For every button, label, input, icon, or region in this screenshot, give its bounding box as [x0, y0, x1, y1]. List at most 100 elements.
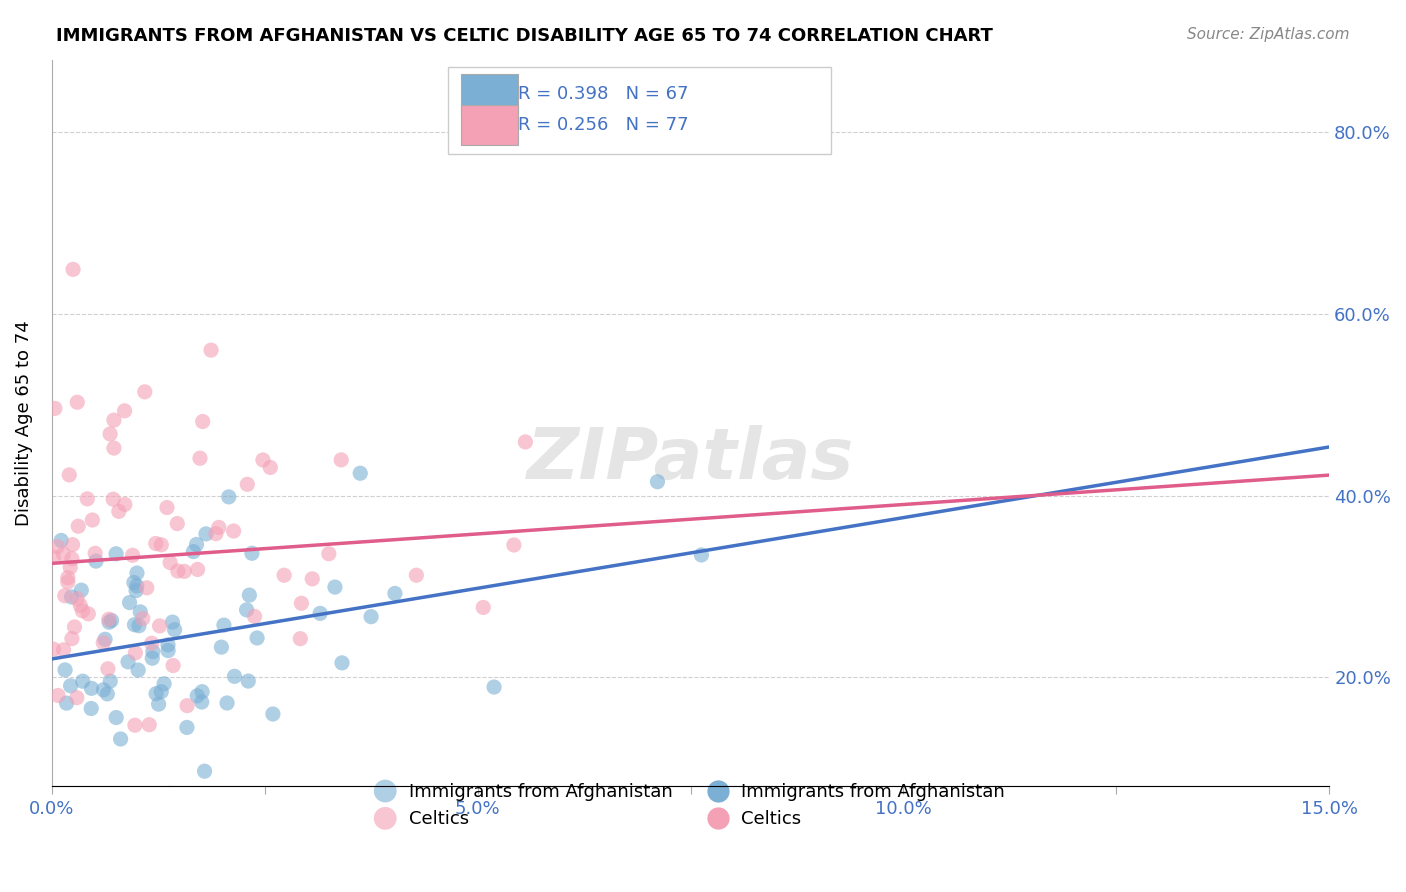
Immigrants from Afghanistan	[163, 623, 186, 637]
Celtics	[114, 404, 136, 418]
Celtics	[103, 492, 125, 507]
Immigrants from Afghanistan	[647, 475, 669, 489]
Celtics	[42, 549, 65, 564]
Immigrants from Afghanistan	[194, 764, 217, 779]
Celtics	[98, 427, 121, 442]
Celtics	[46, 689, 69, 703]
Immigrants from Afghanistan	[156, 638, 179, 652]
Celtics	[103, 413, 125, 427]
Immigrants from Afghanistan	[482, 680, 505, 694]
Immigrants from Afghanistan	[72, 674, 94, 689]
Celtics	[44, 401, 66, 416]
Immigrants from Afghanistan	[246, 631, 269, 645]
Celtics	[330, 453, 353, 467]
Immigrants from Afghanistan	[142, 644, 165, 658]
Celtics	[145, 536, 167, 550]
Celtics	[176, 698, 198, 713]
Celtics	[290, 596, 312, 610]
Celtics	[252, 453, 274, 467]
Celtics	[60, 551, 83, 566]
Immigrants from Afghanistan	[212, 618, 235, 632]
Celtics	[77, 607, 100, 621]
Immigrants from Afghanistan	[70, 583, 93, 598]
Immigrants from Afghanistan	[238, 674, 260, 689]
Immigrants from Afghanistan	[330, 656, 353, 670]
Celtics	[187, 562, 209, 576]
Immigrants from Afghanistan	[141, 651, 163, 665]
Immigrants from Afghanistan	[384, 586, 406, 600]
Celtics	[46, 540, 69, 554]
Immigrants from Afghanistan	[80, 701, 103, 715]
Immigrants from Afghanistan	[157, 643, 180, 657]
Celtics	[60, 632, 83, 646]
Celtics	[236, 477, 259, 491]
Legend: Immigrants from Afghanistan, Celtics, Immigrants from Afghanistan, Celtics: Immigrants from Afghanistan, Celtics, Im…	[368, 776, 1012, 836]
Immigrants from Afghanistan	[153, 677, 176, 691]
Celtics	[200, 343, 222, 358]
Immigrants from Afghanistan	[84, 554, 107, 568]
Immigrants from Afghanistan	[150, 684, 173, 698]
Celtics	[103, 441, 125, 455]
Immigrants from Afghanistan	[125, 583, 148, 598]
Celtics	[91, 635, 114, 649]
Immigrants from Afghanistan	[238, 588, 260, 602]
Celtics	[205, 526, 228, 541]
Celtics	[208, 520, 231, 534]
Immigrants from Afghanistan	[128, 619, 150, 633]
Celtics	[69, 599, 91, 613]
Immigrants from Afghanistan	[209, 640, 232, 654]
Immigrants from Afghanistan	[98, 674, 121, 689]
Celtics	[63, 620, 86, 634]
Celtics	[66, 690, 89, 705]
Celtics	[114, 498, 136, 512]
Celtics	[62, 262, 84, 277]
Immigrants from Afghanistan	[240, 546, 263, 560]
Celtics	[134, 384, 156, 399]
Celtics	[138, 717, 160, 731]
FancyBboxPatch shape	[461, 74, 517, 114]
Immigrants from Afghanistan	[93, 682, 115, 697]
Immigrants from Afghanistan	[690, 548, 713, 562]
Immigrants from Afghanistan	[55, 696, 77, 710]
Immigrants from Afghanistan	[124, 617, 146, 632]
Celtics	[52, 642, 75, 657]
Immigrants from Afghanistan	[59, 679, 82, 693]
Celtics	[124, 646, 146, 660]
Immigrants from Afghanistan	[94, 632, 117, 647]
Immigrants from Afghanistan	[118, 596, 141, 610]
Celtics	[472, 600, 495, 615]
Immigrants from Afghanistan	[145, 687, 167, 701]
Immigrants from Afghanistan	[218, 490, 240, 504]
Immigrants from Afghanistan	[98, 615, 121, 630]
FancyBboxPatch shape	[461, 105, 517, 145]
Celtics	[405, 568, 427, 582]
Celtics	[290, 632, 312, 646]
Immigrants from Afghanistan	[105, 710, 128, 724]
Text: IMMIGRANTS FROM AFGHANISTAN VS CELTIC DISABILITY AGE 65 TO 74 CORRELATION CHART: IMMIGRANTS FROM AFGHANISTAN VS CELTIC DI…	[56, 27, 993, 45]
Immigrants from Afghanistan	[360, 609, 382, 624]
Immigrants from Afghanistan	[215, 696, 238, 710]
Immigrants from Afghanistan	[80, 681, 103, 696]
Celtics	[124, 718, 146, 732]
Immigrants from Afghanistan	[262, 706, 284, 721]
Text: R = 0.398   N = 67: R = 0.398 N = 67	[517, 86, 689, 103]
Immigrants from Afghanistan	[186, 689, 208, 703]
Y-axis label: Disability Age 65 to 74: Disability Age 65 to 74	[15, 320, 32, 526]
Celtics	[222, 524, 245, 538]
Celtics	[82, 513, 104, 527]
Celtics	[84, 546, 107, 560]
Immigrants from Afghanistan	[186, 537, 208, 551]
Immigrants from Afghanistan	[190, 695, 212, 709]
Immigrants from Afghanistan	[235, 603, 257, 617]
Immigrants from Afghanistan	[309, 607, 332, 621]
Celtics	[159, 786, 181, 800]
Celtics	[503, 538, 526, 552]
Immigrants from Afghanistan	[96, 687, 118, 701]
Celtics	[141, 636, 163, 650]
Celtics	[188, 451, 211, 466]
Immigrants from Afghanistan	[53, 663, 76, 677]
Immigrants from Afghanistan	[51, 533, 73, 548]
Immigrants from Afghanistan	[105, 547, 128, 561]
Celtics	[52, 547, 75, 561]
Celtics	[62, 538, 84, 552]
